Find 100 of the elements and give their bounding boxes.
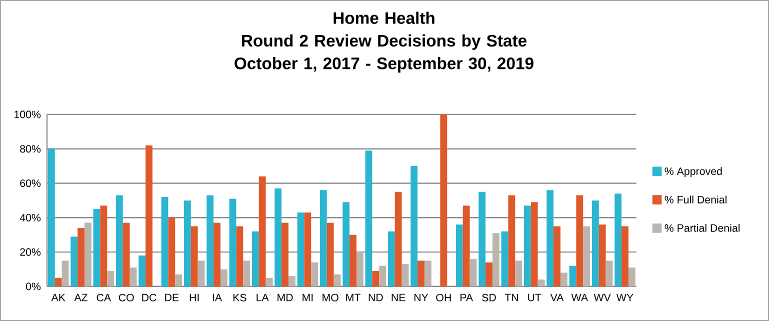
bar xyxy=(266,278,273,286)
bar xyxy=(184,200,191,286)
x-tick-label: OH xyxy=(436,294,451,302)
bar xyxy=(175,274,182,286)
x-tick-label: AZ xyxy=(74,294,88,302)
x-tick-label: TN xyxy=(504,294,518,302)
bar xyxy=(501,231,508,286)
y-tick-label: 0% xyxy=(26,282,41,290)
bar xyxy=(530,202,538,286)
x-tick-label: NE xyxy=(392,294,406,302)
x-tick-label: CA xyxy=(96,294,112,302)
legend-label: % Partial Denial xyxy=(664,224,740,232)
x-tick-label: MD xyxy=(278,294,293,302)
bar xyxy=(320,190,327,286)
y-tick-label: 100% xyxy=(14,110,41,118)
y-tick-label: 80% xyxy=(20,145,41,153)
x-tick-label: DE xyxy=(165,294,179,302)
bar xyxy=(569,266,576,286)
bar xyxy=(138,255,146,286)
bar xyxy=(614,194,622,286)
bar xyxy=(492,233,500,286)
bar xyxy=(190,226,198,286)
bar xyxy=(402,264,409,286)
bar xyxy=(388,231,395,286)
bar xyxy=(107,270,114,286)
bar xyxy=(130,268,137,286)
bar xyxy=(350,234,356,286)
bar xyxy=(243,260,250,286)
x-tick-label: DC xyxy=(142,294,156,302)
x-tick-label: SD xyxy=(482,294,496,302)
x-tick-label: WV xyxy=(594,294,611,302)
bar xyxy=(560,272,568,286)
x-tick-label: WY xyxy=(616,294,634,302)
bar xyxy=(54,278,62,286)
legend-label: % Full Denial xyxy=(664,196,726,204)
bar xyxy=(462,206,470,286)
bar xyxy=(583,226,590,286)
bar xyxy=(356,252,364,286)
bar xyxy=(470,258,477,286)
bar xyxy=(440,114,448,286)
bar xyxy=(326,222,334,286)
x-tick-label: KS xyxy=(233,294,246,302)
bar xyxy=(258,176,266,286)
bar xyxy=(288,276,296,286)
legend-label: % Approved xyxy=(664,167,722,178)
bar xyxy=(122,222,130,286)
x-tick-label: LA xyxy=(256,294,269,302)
bar xyxy=(576,195,584,286)
bar xyxy=(116,195,123,286)
bar xyxy=(206,195,214,286)
bar xyxy=(622,226,628,286)
x-tick-label: MT xyxy=(346,294,360,302)
bar xyxy=(372,270,380,286)
bar xyxy=(78,228,84,286)
bar xyxy=(546,190,554,286)
bar xyxy=(168,218,176,286)
bar xyxy=(424,260,432,286)
bar xyxy=(334,274,341,286)
bar xyxy=(508,195,516,286)
bar xyxy=(304,212,312,286)
x-tick-label: CO xyxy=(118,294,134,302)
x-tick-label: WA xyxy=(571,294,588,302)
bar xyxy=(478,192,486,286)
bar xyxy=(394,192,402,286)
bar xyxy=(220,269,228,286)
x-tick-label: PA xyxy=(460,294,474,302)
bar xyxy=(365,150,372,286)
x-tick-label: HI xyxy=(190,294,199,302)
y-tick-label: 40% xyxy=(20,214,41,222)
bar xyxy=(236,226,244,286)
bar xyxy=(418,260,424,286)
bar xyxy=(379,266,386,286)
bar xyxy=(606,260,613,286)
bar xyxy=(297,212,304,286)
bar xyxy=(598,224,606,286)
bar xyxy=(456,224,463,286)
bar xyxy=(554,226,560,286)
x-tick-label: MO xyxy=(322,294,338,302)
bar xyxy=(84,222,92,286)
chart-title: Home Health xyxy=(334,12,434,24)
bar xyxy=(515,260,522,286)
bar xyxy=(274,188,282,286)
bar xyxy=(93,209,100,286)
x-tick-label: ND xyxy=(368,294,383,302)
x-tick-label: AK xyxy=(51,294,66,302)
bar xyxy=(100,206,108,286)
y-tick-label: 60% xyxy=(20,179,41,188)
bar xyxy=(70,236,78,286)
bar xyxy=(229,198,236,286)
x-tick-label: NY xyxy=(414,294,428,302)
chart-subtitle: Round 2 Review Decisions by State October 1, 2017 - September 30, 2019 xyxy=(234,34,534,73)
bar xyxy=(146,145,152,286)
y-tick-label: 20% xyxy=(20,248,41,256)
bar xyxy=(628,268,636,286)
bar xyxy=(62,260,69,286)
bar xyxy=(214,222,220,286)
x-tick-label: VA xyxy=(550,294,564,302)
bar xyxy=(538,280,545,286)
x-tick-label: IA xyxy=(212,294,222,302)
bar xyxy=(48,148,55,286)
